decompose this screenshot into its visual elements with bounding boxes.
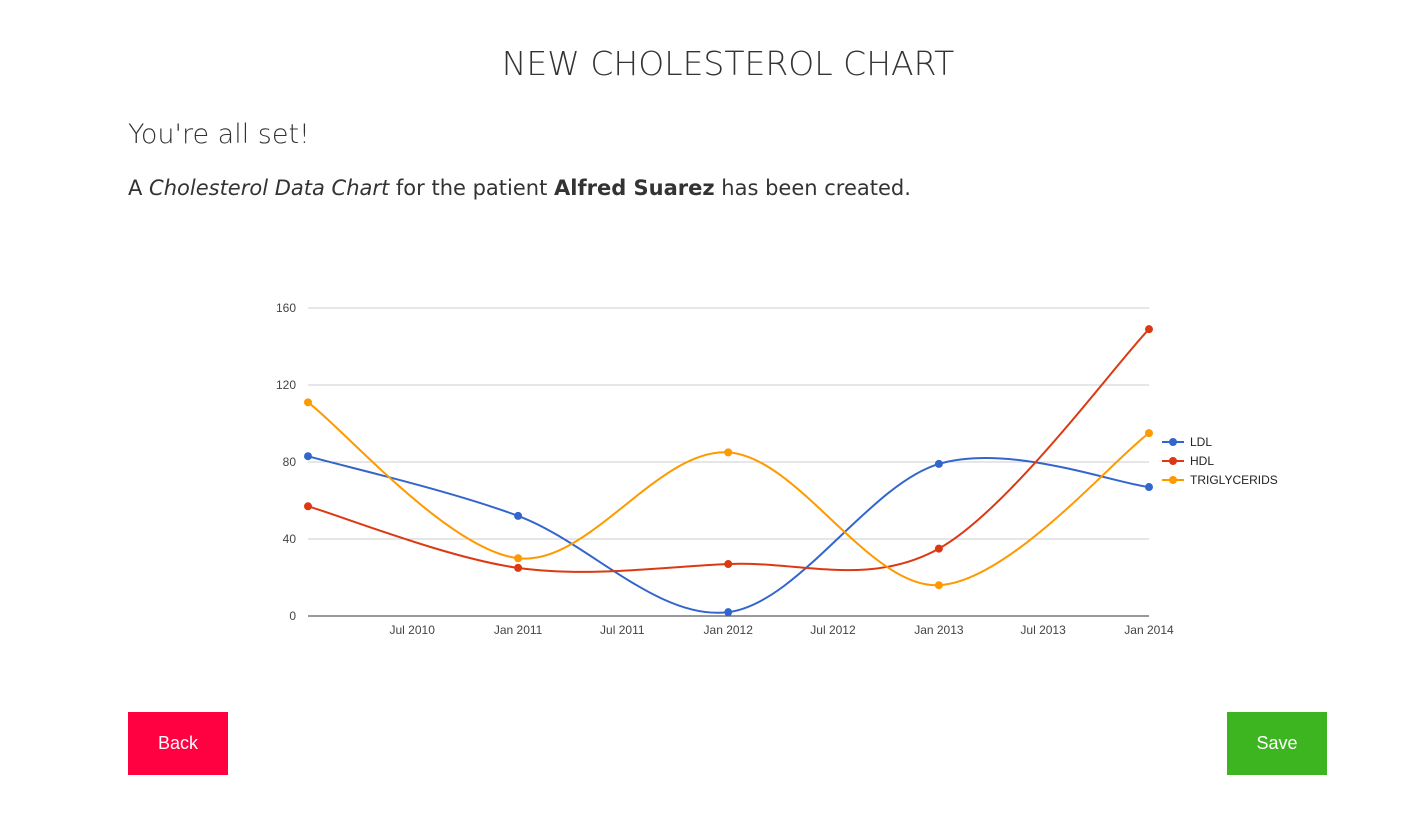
- y-tick-label: 0: [289, 609, 296, 623]
- data-point-hdl: [514, 563, 523, 572]
- legend-label-triglycerids: TRIGLYCERIDS: [1190, 473, 1278, 487]
- back-button[interactable]: Back: [128, 712, 228, 775]
- data-point-ldl: [1145, 483, 1153, 492]
- message-prefix: A: [128, 176, 150, 200]
- legend-label-hdl: HDL: [1190, 454, 1214, 468]
- legend-marker: [1169, 438, 1177, 446]
- x-tick-label: Jan 2012: [704, 623, 754, 637]
- message-middle: for the patient: [389, 176, 555, 200]
- y-tick-label: 80: [283, 455, 297, 469]
- x-tick-label: Jul 2011: [600, 623, 645, 637]
- x-tick-label: Jan 2011: [494, 623, 543, 637]
- data-point-triglycerids: [514, 554, 523, 563]
- data-point-hdl: [1145, 325, 1153, 334]
- data-point-hdl: [934, 544, 943, 553]
- confirmation-heading: You're all set!: [128, 119, 310, 150]
- series-line-hdl: [307, 328, 1150, 573]
- data-point-triglycerids: [1145, 429, 1153, 438]
- x-tick-label: Jul 2010: [390, 623, 436, 637]
- y-tick-label: 160: [276, 301, 296, 315]
- legend-label-ldl: LDL: [1190, 435, 1212, 449]
- data-point-triglycerids: [724, 448, 733, 457]
- data-point-triglycerids: [304, 398, 312, 407]
- save-button[interactable]: Save: [1227, 712, 1327, 775]
- page-title: NEW CHOLESTEROL CHART: [501, 44, 955, 83]
- series-line-triglycerids: [307, 401, 1150, 587]
- data-point-ldl: [724, 608, 733, 617]
- legend-marker: [1169, 457, 1177, 465]
- x-tick-label: Jul 2012: [810, 623, 856, 637]
- data-point-triglycerids: [934, 581, 943, 590]
- data-point-ldl: [934, 459, 943, 468]
- message-suffix: has been created.: [714, 176, 911, 200]
- y-tick-label: 40: [283, 532, 297, 546]
- data-point-ldl: [514, 511, 523, 520]
- chart-name: Cholesterol Data Chart: [149, 176, 390, 200]
- patient-name: Alfred Suarez: [554, 176, 715, 200]
- x-tick-label: Jan 2014: [1124, 623, 1174, 637]
- series-line-ldl: [307, 455, 1150, 614]
- x-tick-label: Jan 2013: [914, 623, 964, 637]
- data-point-hdl: [724, 560, 733, 569]
- legend-marker: [1169, 476, 1177, 484]
- confirmation-message: A Cholesterol Data Chart for the patient…: [128, 172, 911, 204]
- y-tick-label: 120: [276, 378, 296, 392]
- x-tick-label: Jul 2013: [1020, 623, 1066, 637]
- data-point-ldl: [304, 452, 312, 461]
- data-point-hdl: [304, 502, 312, 511]
